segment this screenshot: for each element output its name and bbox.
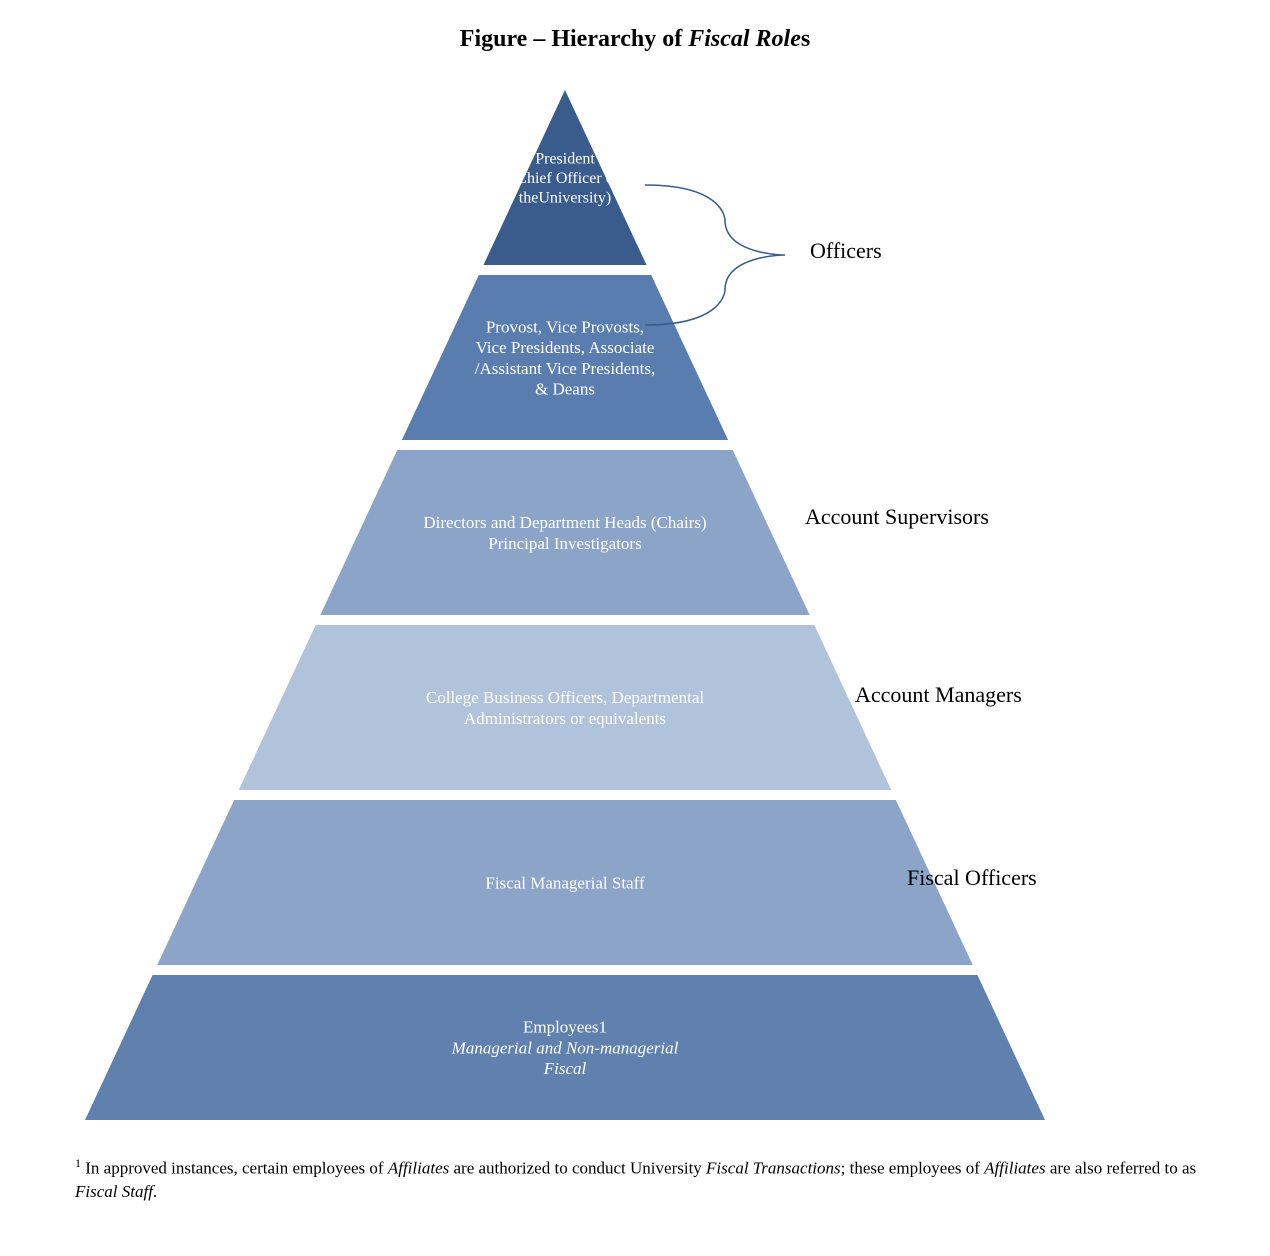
footnote-text-4: are also referred to as (1046, 1159, 1197, 1178)
pyramid-svg: President (Chief Officer of theUniversity)… (85, 90, 1185, 1120)
footnote-text-3: ; these employees of (841, 1159, 985, 1178)
pyramid-tier-2-line-4: & Deans (535, 380, 595, 399)
side-label-2: Account Supervisors (805, 504, 989, 529)
side-label-3: Account Managers (855, 682, 1022, 707)
pyramid-tier-4-line-1: College Business Officers, Departmental (426, 688, 705, 707)
pyramid-tier-6-line-2: Managerial and Non-managerial (451, 1038, 679, 1057)
footnote-text-5: . (153, 1182, 157, 1201)
officers-brace (645, 185, 785, 325)
footnote-fiscal-transactions: Fiscal Transactions (706, 1159, 841, 1178)
pyramid-tier-2 (402, 275, 728, 440)
pyramid: President (Chief Officer of theUniversity)… (85, 90, 1185, 1120)
pyramid-tier-2-line-2: Vice Presidents, Associate (476, 338, 655, 357)
figure-title-prefix: Figure – Hierarchy of (460, 26, 688, 52)
footnote-fiscal-staff: Fiscal Staff (75, 1182, 153, 1201)
pyramid-tier-5-line-1: Fiscal Managerial Staff (485, 873, 645, 892)
pyramid-tier-1-line-1: President (535, 151, 595, 168)
footnote: 1 In approved instances, certain employe… (75, 1155, 1205, 1204)
pyramid-tier-4 (239, 625, 891, 790)
pyramid-tier-4-line-2: Administrators or equivalents (464, 709, 666, 728)
footnote-affiliates-2: Affiliates (984, 1159, 1045, 1178)
footnote-text-1: In approved instances, certain employees… (81, 1159, 388, 1178)
pyramid-tier-1-line-2: (Chief Officer of (511, 170, 620, 187)
pyramid-tier-3 (320, 450, 809, 615)
figure-title-suffix: s (801, 26, 810, 52)
pyramid-tier-2-line-1: Provost, Vice Provosts, (486, 317, 644, 336)
pyramid-tier-1-line-3: theUniversity) (519, 190, 611, 207)
side-label-1: Officers (810, 238, 882, 263)
footnote-text-2: are authorized to conduct University (449, 1159, 706, 1178)
figure-title: Figure – Hierarchy of Fiscal Roles (0, 26, 1270, 53)
figure-title-italic: Fiscal Role (688, 26, 801, 52)
footnote-affiliates-1: Affiliates (388, 1159, 449, 1178)
pyramid-tier-2-line-3: /Assistant Vice Presidents, (475, 359, 655, 378)
side-label-4: Fiscal Officers (907, 865, 1037, 890)
pyramid-tier-3-line-1: Directors and Department Heads (Chairs) (423, 513, 706, 532)
pyramid-tier-6-line-1: Employees1 (523, 1018, 607, 1037)
pyramid-tier-6-line-3: Fiscal (543, 1059, 587, 1078)
pyramid-tier-3-line-2: Principal Investigators (488, 534, 641, 553)
